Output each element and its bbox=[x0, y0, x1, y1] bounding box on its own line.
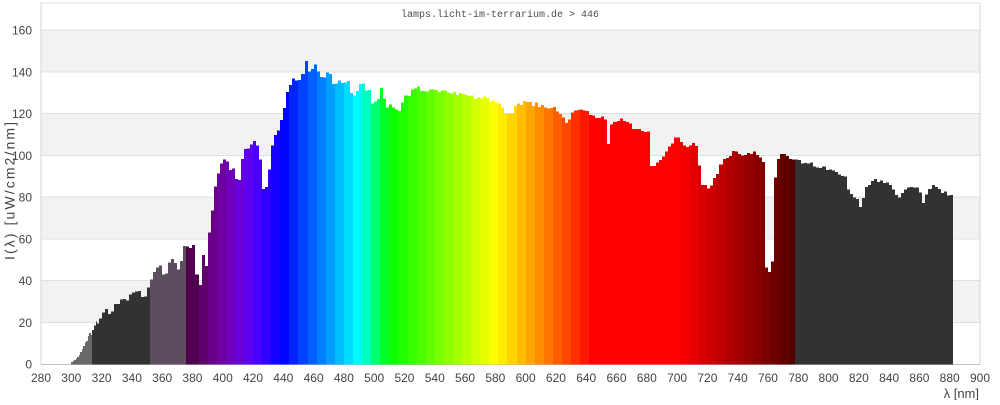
svg-text:100: 100 bbox=[12, 149, 32, 163]
svg-text:I(λ) [uW/cm2/nm]: I(λ) [uW/cm2/nm] bbox=[2, 122, 18, 260]
svg-text:160: 160 bbox=[12, 24, 32, 38]
svg-text:780: 780 bbox=[788, 371, 808, 385]
svg-text:80: 80 bbox=[19, 191, 33, 205]
svg-text:900: 900 bbox=[970, 371, 990, 385]
svg-text:480: 480 bbox=[334, 371, 354, 385]
svg-text:120: 120 bbox=[12, 107, 32, 121]
svg-text:140: 140 bbox=[12, 65, 32, 79]
svg-text:800: 800 bbox=[819, 371, 839, 385]
svg-text:340: 340 bbox=[122, 371, 142, 385]
svg-text:660: 660 bbox=[606, 371, 626, 385]
svg-text:0: 0 bbox=[25, 358, 32, 372]
svg-text:420: 420 bbox=[243, 371, 263, 385]
svg-text:400: 400 bbox=[213, 371, 233, 385]
svg-text:540: 540 bbox=[425, 371, 445, 385]
svg-text:880: 880 bbox=[940, 371, 960, 385]
svg-text:620: 620 bbox=[546, 371, 566, 385]
svg-text:40: 40 bbox=[19, 274, 33, 288]
svg-text:700: 700 bbox=[667, 371, 687, 385]
svg-text:760: 760 bbox=[758, 371, 778, 385]
svg-text:300: 300 bbox=[61, 371, 81, 385]
svg-text:500: 500 bbox=[364, 371, 384, 385]
svg-text:520: 520 bbox=[394, 371, 414, 385]
svg-text:860: 860 bbox=[909, 371, 929, 385]
svg-text:lamps.licht-im-terrarium.de >: lamps.licht-im-terrarium.de > 446 bbox=[401, 9, 599, 21]
svg-text:600: 600 bbox=[516, 371, 536, 385]
svg-text:720: 720 bbox=[697, 371, 717, 385]
svg-text:280: 280 bbox=[31, 371, 51, 385]
svg-text:380: 380 bbox=[182, 371, 202, 385]
svg-text:680: 680 bbox=[637, 371, 657, 385]
svg-text:640: 640 bbox=[576, 371, 596, 385]
svg-text:580: 580 bbox=[485, 371, 505, 385]
svg-text:820: 820 bbox=[849, 371, 869, 385]
svg-text:440: 440 bbox=[273, 371, 293, 385]
svg-text:360: 360 bbox=[152, 371, 172, 385]
svg-text:460: 460 bbox=[304, 371, 324, 385]
svg-text:60: 60 bbox=[19, 232, 33, 246]
svg-text:320: 320 bbox=[92, 371, 112, 385]
svg-text:560: 560 bbox=[455, 371, 475, 385]
svg-text:λ [nm]: λ [nm] bbox=[944, 386, 979, 400]
svg-text:740: 740 bbox=[728, 371, 748, 385]
svg-text:840: 840 bbox=[879, 371, 899, 385]
svg-text:20: 20 bbox=[19, 316, 33, 330]
